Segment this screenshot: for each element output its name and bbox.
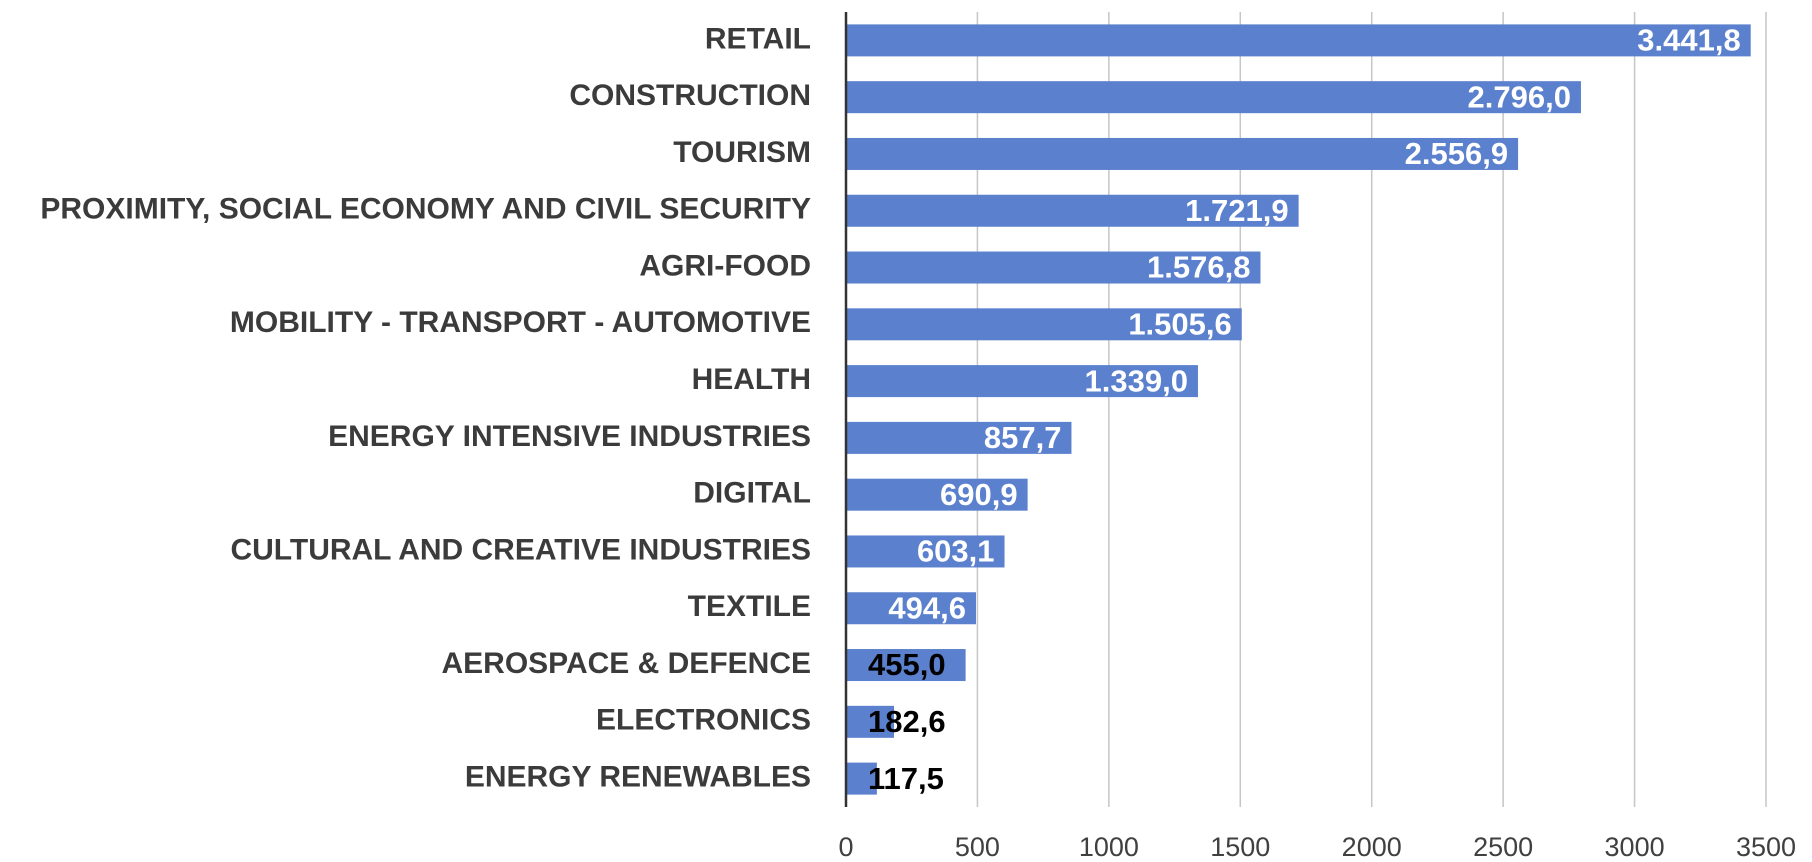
value-label: 1.505,6 xyxy=(1128,307,1231,342)
y-tick-label: PROXIMITY, SOCIAL ECONOMY AND CIVIL SECU… xyxy=(40,193,811,226)
bar xyxy=(846,478,1028,511)
y-tick-label: MOBILITY - TRANSPORT - AUTOMOTIVE xyxy=(230,306,811,339)
y-tick-label: HEALTH xyxy=(692,363,811,396)
y-tick-label: ENERGY INTENSIVE INDUSTRIES xyxy=(328,420,811,453)
value-label: 455,0 xyxy=(868,647,946,682)
bar xyxy=(846,251,1261,284)
value-label: 1.576,8 xyxy=(1147,250,1250,285)
value-label: 117,5 xyxy=(868,761,944,796)
bar xyxy=(846,24,1751,57)
bar xyxy=(846,194,1299,227)
bar xyxy=(846,421,1072,454)
y-tick-label: TOURISM xyxy=(673,136,811,169)
bar xyxy=(846,308,1242,341)
x-tick-label: 3000 xyxy=(1605,832,1665,862)
x-tick-label: 2500 xyxy=(1473,832,1533,862)
y-tick-label: CULTURAL AND CREATIVE INDUSTRIES xyxy=(230,533,811,566)
y-tick-label: AGRI-FOOD xyxy=(639,249,811,282)
value-label: 182,6 xyxy=(868,704,946,739)
x-tick-label: 3500 xyxy=(1736,832,1796,862)
x-tick-label: 2000 xyxy=(1342,832,1402,862)
x-tick-label: 0 xyxy=(838,832,853,862)
value-label: 603,1 xyxy=(917,534,995,569)
y-tick-label: ENERGY RENEWABLES xyxy=(465,761,811,794)
bar xyxy=(846,762,877,795)
bar xyxy=(846,137,1519,170)
value-label: 690,9 xyxy=(940,477,1018,512)
y-tick-label: ELECTRONICS xyxy=(596,704,811,737)
value-label: 857,7 xyxy=(984,420,1062,455)
y-tick-label: CONSTRUCTION xyxy=(569,79,811,112)
y-tick-label: DIGITAL xyxy=(693,477,811,510)
value-label: 3.441,8 xyxy=(1637,23,1740,58)
y-tick-label: RETAIL xyxy=(705,22,811,55)
x-tick-label: 500 xyxy=(955,832,1000,862)
bar xyxy=(846,705,894,738)
bar xyxy=(846,81,1581,114)
bar xyxy=(846,592,977,625)
bar xyxy=(846,535,1005,568)
y-tick-label: TEXTILE xyxy=(688,590,811,623)
value-label: 494,6 xyxy=(888,590,966,625)
value-label: 2.556,9 xyxy=(1405,136,1508,171)
value-label: 2.796,0 xyxy=(1468,79,1571,114)
value-label: 1.721,9 xyxy=(1185,193,1288,228)
x-tick-label: 1500 xyxy=(1210,832,1270,862)
y-tick-label: AEROSPACE & DEFENCE xyxy=(442,647,812,680)
bar xyxy=(846,649,966,682)
x-tick-label: 1000 xyxy=(1079,832,1139,862)
value-label: 1.339,0 xyxy=(1085,363,1188,398)
bar xyxy=(846,365,1198,398)
